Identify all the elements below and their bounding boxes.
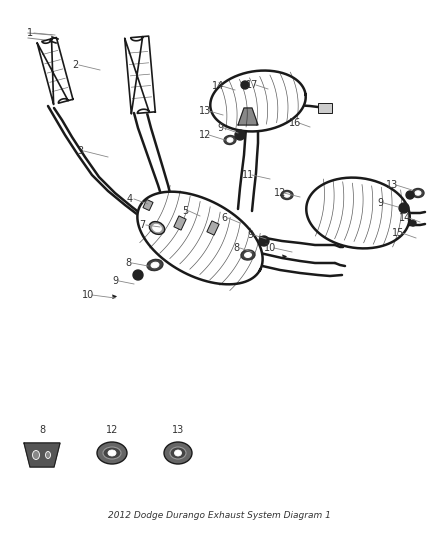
- Ellipse shape: [284, 193, 290, 197]
- Text: 17: 17: [246, 80, 258, 90]
- Text: 14: 14: [399, 213, 411, 223]
- Text: 9: 9: [377, 198, 383, 208]
- Circle shape: [406, 191, 414, 199]
- Text: 12: 12: [199, 130, 211, 140]
- Ellipse shape: [103, 447, 121, 459]
- Ellipse shape: [149, 222, 165, 235]
- Text: 10: 10: [264, 243, 276, 253]
- Text: 12: 12: [106, 425, 118, 435]
- Text: 8: 8: [233, 243, 239, 253]
- Circle shape: [241, 81, 249, 89]
- Text: 9: 9: [217, 123, 223, 133]
- Polygon shape: [24, 443, 60, 467]
- Text: 10: 10: [82, 290, 94, 300]
- Circle shape: [259, 236, 269, 246]
- Circle shape: [133, 270, 143, 280]
- Ellipse shape: [415, 191, 421, 195]
- Circle shape: [399, 203, 409, 213]
- FancyBboxPatch shape: [318, 103, 332, 113]
- Text: 4: 4: [127, 194, 133, 204]
- Ellipse shape: [174, 450, 181, 456]
- Circle shape: [235, 130, 245, 140]
- Polygon shape: [125, 36, 155, 114]
- Text: 16: 16: [289, 118, 301, 128]
- Ellipse shape: [32, 450, 39, 459]
- Ellipse shape: [244, 253, 251, 257]
- Text: 6: 6: [221, 213, 227, 223]
- FancyBboxPatch shape: [207, 221, 219, 235]
- Ellipse shape: [412, 189, 424, 198]
- Polygon shape: [238, 108, 258, 125]
- Text: 9: 9: [247, 230, 253, 240]
- Text: 2: 2: [72, 60, 78, 70]
- Ellipse shape: [153, 224, 161, 232]
- Text: 9: 9: [112, 276, 118, 286]
- Text: 8: 8: [39, 425, 45, 435]
- Ellipse shape: [227, 138, 233, 142]
- Text: 13: 13: [199, 106, 211, 116]
- Text: 13: 13: [386, 180, 398, 190]
- Polygon shape: [138, 192, 263, 284]
- Ellipse shape: [241, 250, 255, 260]
- Ellipse shape: [46, 451, 50, 458]
- FancyBboxPatch shape: [143, 199, 153, 211]
- Ellipse shape: [147, 260, 163, 271]
- Text: 15: 15: [392, 228, 404, 238]
- Text: 14: 14: [212, 81, 224, 91]
- Text: 1: 1: [27, 28, 33, 38]
- Text: 12: 12: [274, 188, 286, 198]
- Ellipse shape: [164, 442, 192, 464]
- Text: 3: 3: [77, 146, 83, 156]
- Text: 5: 5: [182, 206, 188, 216]
- Ellipse shape: [151, 262, 159, 268]
- Ellipse shape: [281, 190, 293, 199]
- Text: 8: 8: [125, 258, 131, 268]
- Circle shape: [410, 220, 416, 226]
- Ellipse shape: [97, 442, 127, 464]
- Ellipse shape: [224, 135, 236, 144]
- Ellipse shape: [108, 450, 116, 456]
- Polygon shape: [210, 70, 306, 132]
- FancyBboxPatch shape: [174, 216, 186, 230]
- Text: 7: 7: [139, 220, 145, 230]
- Ellipse shape: [170, 447, 186, 459]
- Polygon shape: [306, 177, 410, 248]
- Text: 13: 13: [172, 425, 184, 435]
- Text: 11: 11: [242, 170, 254, 180]
- Text: 2012 Dodge Durango Exhaust System Diagram 1: 2012 Dodge Durango Exhaust System Diagra…: [108, 511, 330, 520]
- Polygon shape: [37, 37, 73, 104]
